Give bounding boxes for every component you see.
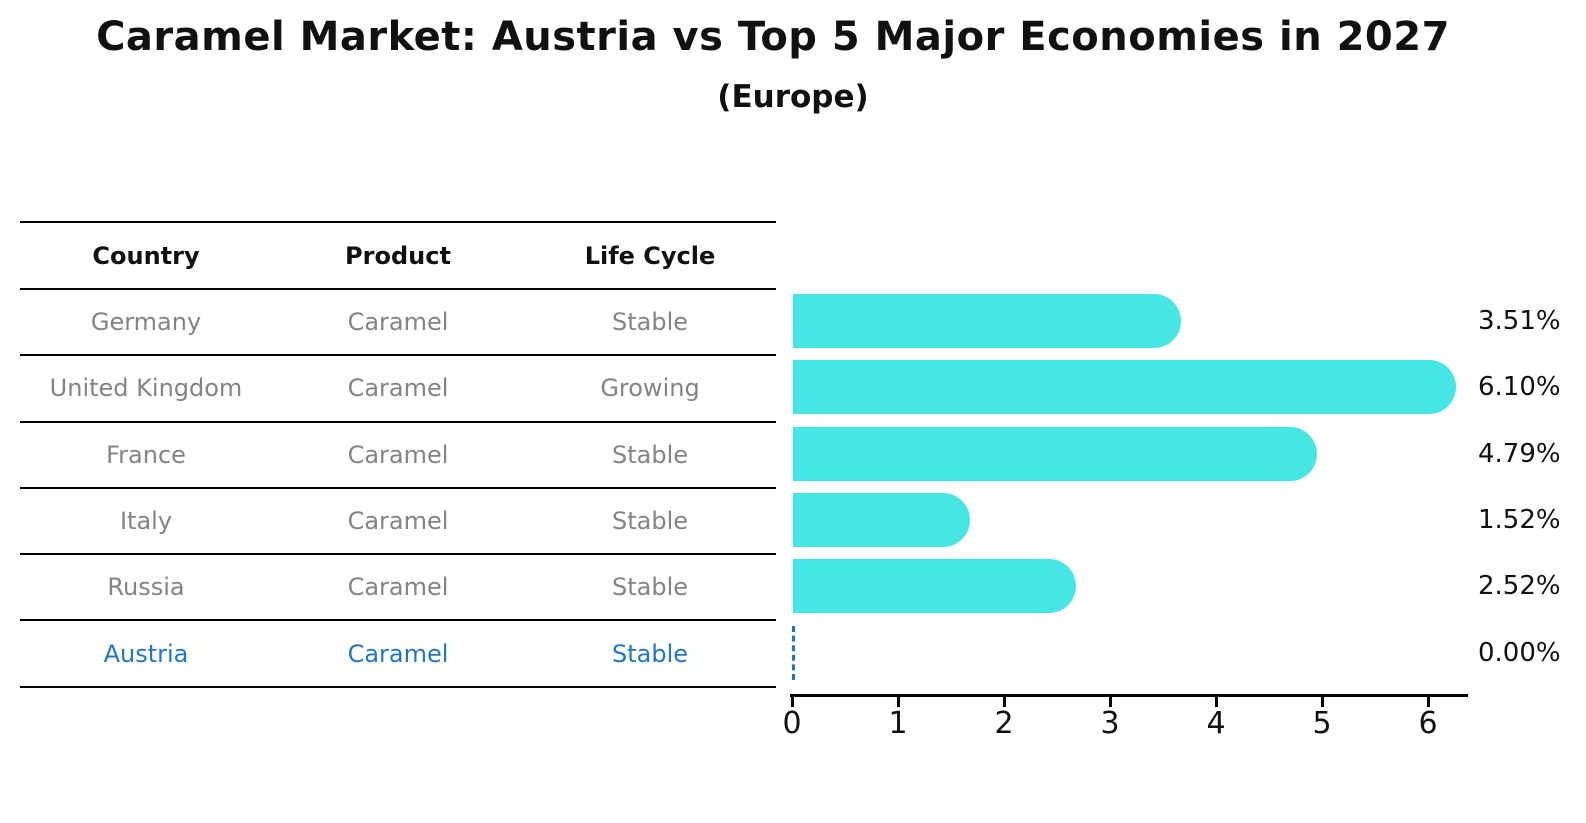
x-axis-tick	[1427, 697, 1430, 707]
bar-germany	[793, 294, 1182, 348]
table-row-united-kingdom: United Kingdom Caramel Growing	[20, 356, 776, 423]
bar-italy	[793, 493, 971, 547]
cell-product: Caramel	[347, 573, 449, 602]
table-row-germany: Germany Caramel Stable	[20, 290, 776, 357]
cell-country: Italy	[119, 507, 173, 536]
cell-life-cycle: Stable	[611, 639, 689, 668]
cell-product: Caramel	[347, 639, 449, 668]
x-axis-tick	[1321, 697, 1324, 707]
table-row-russia: Russia Caramel Stable	[20, 555, 776, 622]
country-table: Country Product Life Cycle Germany Caram…	[20, 221, 776, 688]
chart-subtitle: (Europe)	[717, 79, 869, 115]
column-header-country: Country	[92, 241, 200, 270]
cell-product: Caramel	[347, 374, 449, 403]
cell-life-cycle: Stable	[611, 308, 689, 337]
x-axis-tick-label: 4	[1206, 706, 1226, 741]
value-label-austria: 0.00%	[1478, 638, 1561, 668]
x-axis-tick	[1109, 697, 1112, 707]
bar-united-kingdom	[793, 360, 1456, 414]
cell-product: Caramel	[347, 507, 449, 536]
cell-life-cycle: Growing	[600, 374, 700, 403]
x-axis-tick	[1003, 697, 1006, 707]
cell-life-cycle: Stable	[611, 573, 689, 602]
x-axis-tick-label: 0	[782, 706, 802, 741]
cell-life-cycle: Stable	[611, 440, 689, 469]
cell-country: France	[106, 440, 186, 469]
x-axis-tick-label: 1	[888, 706, 908, 741]
bar-russia	[793, 559, 1077, 613]
table-row-austria: Austria Caramel Stable	[20, 621, 776, 688]
value-label-russia: 2.52%	[1478, 571, 1561, 601]
x-axis-tick	[1215, 697, 1218, 707]
value-label-germany: 3.51%	[1478, 306, 1561, 336]
bar-france	[793, 427, 1317, 481]
cell-country: Russia	[107, 573, 185, 602]
x-axis-tick	[897, 697, 900, 707]
x-axis-tick-label: 6	[1418, 706, 1438, 741]
table-row-italy: Italy Caramel Stable	[20, 489, 776, 556]
x-axis-tick-label: 2	[994, 706, 1014, 741]
x-axis-tick-label: 5	[1312, 706, 1332, 741]
x-axis-line	[790, 694, 1468, 697]
column-header-product: Product	[345, 241, 451, 270]
chart-title: Caramel Market: Austria vs Top 5 Major E…	[96, 14, 1450, 60]
cell-product: Caramel	[347, 440, 449, 469]
cell-life-cycle: Stable	[611, 507, 689, 536]
cell-country: Germany	[90, 308, 202, 337]
table-header-row: Country Product Life Cycle	[20, 223, 776, 290]
value-label-france: 4.79%	[1478, 439, 1561, 469]
column-header-life-cycle: Life Cycle	[584, 241, 716, 270]
value-label-italy: 1.52%	[1478, 505, 1561, 535]
cell-product: Caramel	[347, 308, 449, 337]
cell-country: United Kingdom	[49, 374, 243, 403]
austria-zero-marker-dashed-line	[792, 626, 795, 680]
cell-country: Austria	[103, 639, 189, 668]
table-row-france: France Caramel Stable	[20, 423, 776, 489]
value-label-united-kingdom: 6.10%	[1478, 372, 1561, 402]
x-axis-tick	[791, 697, 794, 707]
x-axis-tick-label: 3	[1100, 706, 1120, 741]
